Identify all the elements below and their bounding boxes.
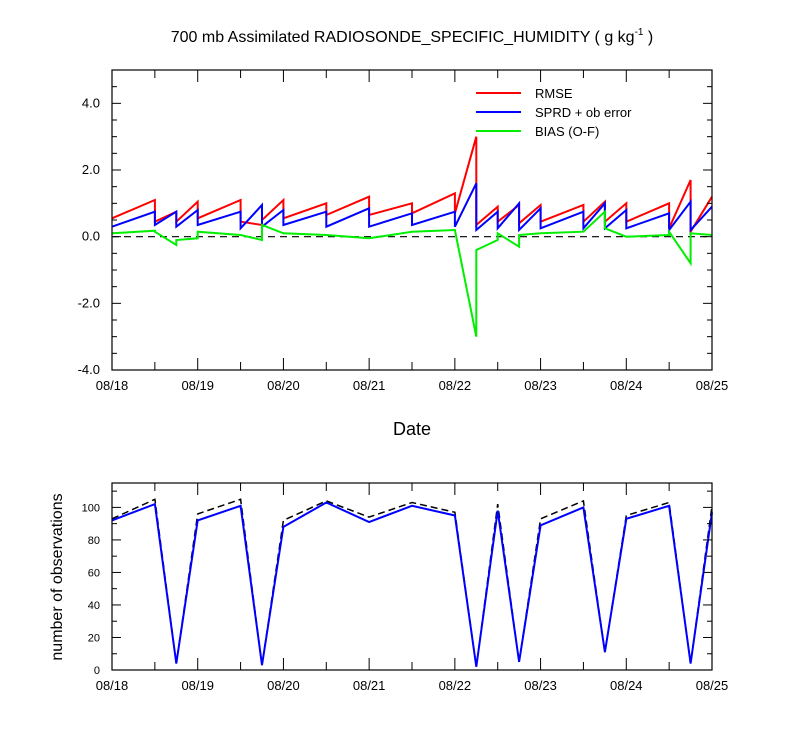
legend-item-bias: BIAS (O-F) [476,124,599,139]
y-tick-label: 60 [88,567,100,579]
bottom-plot-area [111,498,713,667]
y-tick-label: -4.0 [78,362,100,377]
top-panel: 700 mb Assimilated RADIOSONDE_SPECIFIC_H… [78,27,729,439]
x-tick-label: 08/23 [524,678,557,693]
legend-item-sprd: SPRD + ob error [476,105,632,120]
series-line-obs-possible [111,498,713,667]
top-x-axis-label: Date [393,419,431,439]
bottom-plot-frame [111,482,713,671]
top-x-tick-labels: 08/18 08/19 08/20 08/21 08/22 08/23 08/24 08/25 [96,378,729,393]
bottom-y-axis-label: number of observations [49,493,66,660]
legend-rmse-label: RMSE [535,86,573,101]
x-tick-label: 08/25 [696,678,729,693]
legend-sprd-label: SPRD + ob error [535,105,632,120]
top-plot-frame [111,69,713,371]
y-tick-label: 100 [82,502,100,514]
x-tick-label: 08/20 [267,378,300,393]
top-plot-area [111,136,713,337]
x-tick-label: 08/19 [181,678,214,693]
bottom-panel: 08/18 08/19 08/20 08/21 08/22 08/23 08/24 08/25… [49,482,729,693]
top-y-tick-labels: -4.0 -2.0 0.0 2.0 4.0 [78,95,100,377]
x-tick-label: 08/21 [353,378,386,393]
x-tick-label: 08/24 [610,678,643,693]
x-tick-label: 08/21 [353,678,386,693]
legend: RMSE SPRD + ob error BIAS (O-F) [476,86,632,139]
y-tick-label: 80 [88,535,100,547]
x-tick-label: 08/23 [524,378,557,393]
bottom-x-tick-labels: 08/18 08/19 08/20 08/21 08/22 08/23 08/24 08/25 [96,678,729,693]
bottom-axes-ticks [111,483,713,671]
y-tick-label: 0 [94,665,100,677]
series-line-obs-used [111,501,713,667]
x-tick-label: 08/25 [696,378,729,393]
legend-item-rmse: RMSE [476,86,573,101]
series-line-bias-o-f [111,209,713,337]
legend-bias-label: BIAS (O-F) [535,124,599,139]
x-tick-label: 08/22 [439,678,472,693]
x-tick-label: 08/18 [96,678,129,693]
x-tick-label: 08/18 [96,378,129,393]
series-line-rmse [111,136,713,236]
y-tick-label: 2.0 [82,162,100,177]
top-chart-title: 700 mb Assimilated RADIOSONDE_SPECIFIC_H… [171,27,654,46]
x-tick-label: 08/24 [610,378,643,393]
top-axes-ticks [111,69,713,371]
x-tick-label: 08/20 [267,678,300,693]
x-tick-label: 08/22 [439,378,472,393]
y-tick-label: 40 [88,600,100,612]
series-line-sprd-ob-error [111,182,713,233]
bottom-y-tick-labels: 0 20 40 60 80 100 [82,502,100,677]
y-tick-label: 0.0 [82,229,100,244]
y-tick-label: 4.0 [82,95,100,110]
y-tick-label: -2.0 [78,295,100,310]
y-tick-label: 20 [88,632,100,644]
x-tick-label: 08/19 [181,378,214,393]
